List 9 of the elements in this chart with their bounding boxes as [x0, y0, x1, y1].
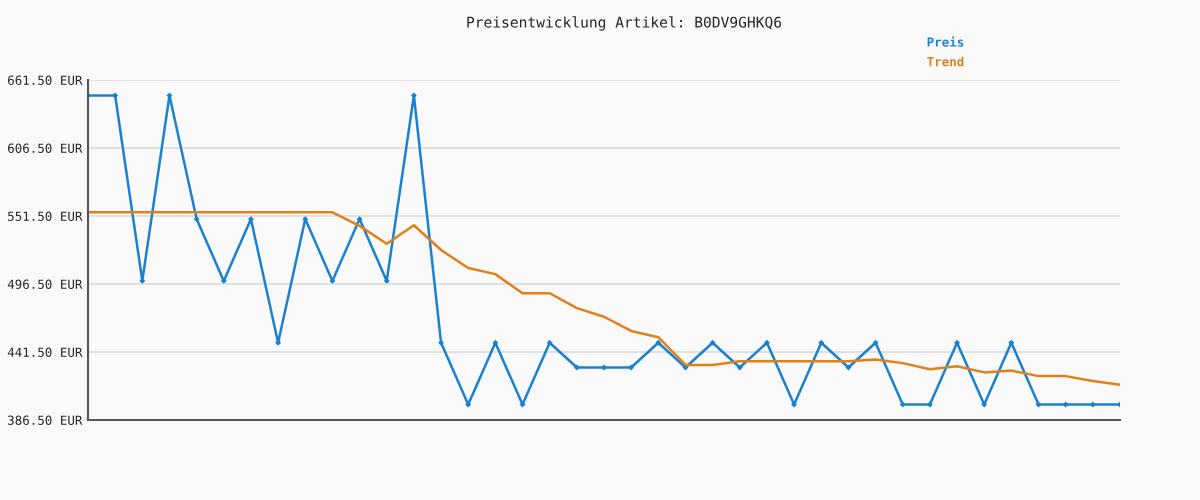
y-tick-label: 661.50 EUR [8, 75, 83, 85]
y-tick-label: 386.50 EUR [8, 415, 83, 425]
y-tick-label: 551.50 EUR [8, 211, 83, 221]
y-tick-label: 606.50 EUR [8, 143, 83, 153]
text: Trend [927, 56, 964, 67]
text: Preis [927, 36, 964, 47]
y-tick-label: 441.50 EUR [7, 347, 83, 357]
chart-title: Preisentwicklung Artikel: B0DV9GHKQ6 [467, 16, 782, 31]
y-tick-label: 496.50 EUR [7, 279, 83, 289]
